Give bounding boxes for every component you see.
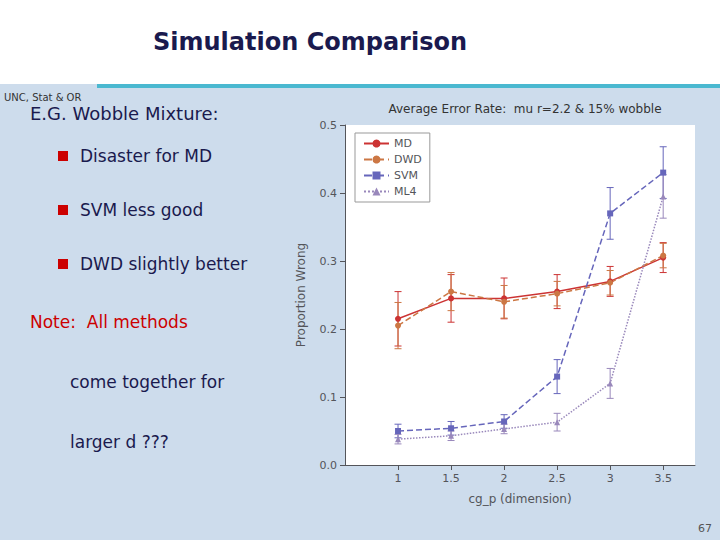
svg-text:DWD slightly better: DWD slightly better bbox=[80, 254, 247, 274]
svg-text:67: 67 bbox=[698, 522, 712, 535]
svg-text:0.0: 0.0 bbox=[320, 459, 338, 472]
svg-text:2: 2 bbox=[501, 472, 508, 485]
svg-text:0.1: 0.1 bbox=[320, 391, 338, 404]
svg-text:come together for: come together for bbox=[70, 372, 224, 392]
svg-text:cg_p (dimension): cg_p (dimension) bbox=[468, 492, 571, 506]
svg-text:0.3: 0.3 bbox=[320, 255, 338, 268]
svg-text:DWD: DWD bbox=[394, 153, 422, 166]
svg-text:E.G. Wobble Mixture:: E.G. Wobble Mixture: bbox=[30, 103, 219, 124]
svg-text:Note: All methods: Note: All methods bbox=[30, 312, 188, 332]
svg-text:0.4: 0.4 bbox=[320, 187, 338, 200]
svg-text:ML4: ML4 bbox=[394, 185, 417, 198]
svg-text:Average Error Rate: mu r=2.2: Average Error Rate: mu r=2.2 & 15% wobbl… bbox=[388, 102, 661, 116]
svg-text:0.5: 0.5 bbox=[320, 119, 338, 132]
svg-text:larger d ???: larger d ??? bbox=[70, 432, 169, 452]
svg-text:UNC, Stat & OR: UNC, Stat & OR bbox=[4, 92, 81, 103]
svg-text:1.5: 1.5 bbox=[442, 472, 460, 485]
svg-text:Simulation Comparison: Simulation Comparison bbox=[153, 28, 467, 56]
svg-text:SVM less good: SVM less good bbox=[80, 200, 203, 220]
svg-text:3.5: 3.5 bbox=[654, 472, 672, 485]
svg-text:Proportion Wrong: Proportion Wrong bbox=[294, 243, 308, 347]
svg-text:3: 3 bbox=[607, 472, 614, 485]
svg-text:MD: MD bbox=[394, 137, 412, 150]
svg-text:1: 1 bbox=[395, 472, 402, 485]
svg-text:2.5: 2.5 bbox=[548, 472, 566, 485]
svg-text:SVM: SVM bbox=[394, 169, 418, 182]
svg-text:Disaster for MD: Disaster for MD bbox=[80, 146, 212, 166]
svg-text:0.2: 0.2 bbox=[320, 323, 338, 336]
